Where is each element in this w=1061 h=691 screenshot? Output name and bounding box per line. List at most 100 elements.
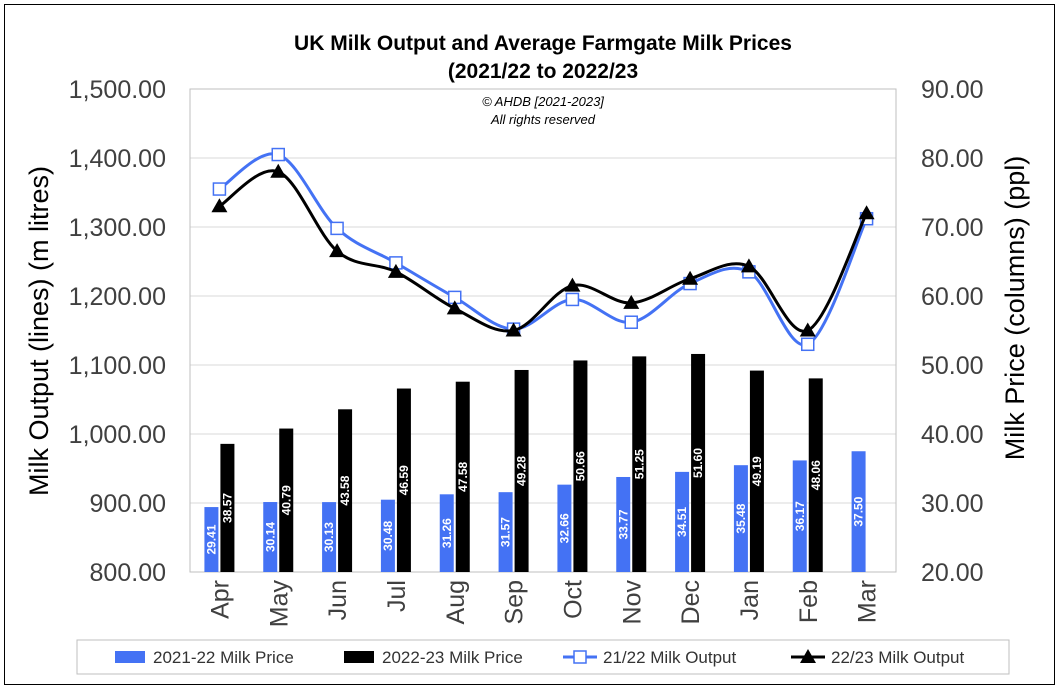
line-marker <box>330 221 344 236</box>
bar-data-label: 47.58 <box>456 462 470 492</box>
x-tick-label: Aug <box>442 580 470 624</box>
bar <box>338 409 353 572</box>
y-axis-right-label: Milk Price (columns) (ppl) <box>1000 156 1030 461</box>
lines-layer <box>211 147 875 352</box>
chart-title: UK Milk Output and Average Farmgate Milk… <box>294 32 792 55</box>
legend: 2021-22 Milk Price 2022-23 Milk Price 21/2… <box>115 648 965 667</box>
line-marker <box>271 147 285 162</box>
bar <box>749 370 764 572</box>
bar <box>808 378 823 572</box>
y-left-tick-label: 1,200.00 <box>69 283 166 311</box>
gridlines <box>190 157 896 504</box>
x-tick-label: Mar <box>854 580 882 623</box>
line-marker <box>799 322 816 337</box>
line-marker <box>212 182 227 196</box>
line-marker <box>801 337 815 352</box>
bar-data-label: 43.58 <box>338 475 352 505</box>
y-right-tick-label: 80.00 <box>921 145 984 173</box>
ticks-layer: 800.00 900.00 1,000.00 1,100.00 1,200.00 1,30… <box>69 76 984 627</box>
bar <box>632 356 647 572</box>
bar <box>675 471 690 572</box>
legend-label: 21/22 Milk Output <box>603 648 737 667</box>
bar-data-label: 32.66 <box>557 513 571 543</box>
bar-data-label: 51.25 <box>632 449 646 479</box>
line-marker <box>446 300 463 315</box>
x-tick-label: Sep <box>501 580 529 624</box>
bar <box>733 465 748 572</box>
y-right-tick-label: 40.00 <box>921 421 984 449</box>
rights-note: All rights reserved <box>490 112 596 127</box>
bar-data-label: 49.19 <box>750 456 764 486</box>
bar <box>691 353 706 572</box>
y-left-tick-label: 900.00 <box>90 490 166 518</box>
bar-data-label: 48.06 <box>809 460 823 490</box>
line-marker <box>211 198 228 213</box>
legend-box <box>76 639 1010 675</box>
x-tick-label: Dec <box>677 580 705 624</box>
x-tick-label: Jan <box>736 580 764 620</box>
line-marker <box>387 263 404 278</box>
bar-data-label: 38.57 <box>220 493 234 523</box>
bar-data-label: 36.17 <box>793 501 807 531</box>
y-right-tick-label: 20.00 <box>921 559 984 587</box>
y-left-tick-label: 800.00 <box>90 559 166 587</box>
y-left-tick-label: 1,000.00 <box>69 421 166 449</box>
line-marker <box>565 292 580 307</box>
bar <box>573 360 588 572</box>
bar-data-label: 33.77 <box>616 509 630 539</box>
x-tick-label: Apr <box>206 580 234 619</box>
series-line <box>218 169 868 333</box>
line-marker <box>329 243 346 258</box>
bar-data-label: 30.13 <box>322 522 336 552</box>
bar <box>396 388 411 572</box>
bar-data-label: 30.14 <box>263 522 277 552</box>
bar <box>439 494 454 572</box>
bar-data-label: 31.26 <box>440 518 454 548</box>
x-tick-label: Jun <box>324 580 352 620</box>
x-tick-label: Feb <box>795 580 823 623</box>
x-tick-label: Oct <box>559 580 587 619</box>
line-marker <box>624 315 638 329</box>
chart-subtitle: (2021/22 to 2022/23 <box>448 60 638 83</box>
bar <box>792 460 807 572</box>
legend-label: 2022-23 Milk Price <box>382 648 523 667</box>
bar <box>455 381 470 572</box>
line-marker <box>505 322 522 337</box>
bar <box>514 369 529 572</box>
bar <box>498 492 513 572</box>
bar-data-label: 29.41 <box>204 524 218 554</box>
bars-layer: 29.41 30.14 30.13 30.48 31.26 31.57 32.66 33.77… <box>204 353 866 572</box>
line-marker <box>740 258 757 273</box>
series-line <box>218 152 868 347</box>
legend-label: 22/23 Milk Output <box>831 648 965 667</box>
x-tick-label: Jul <box>383 580 411 612</box>
line-marker <box>573 650 587 664</box>
legend-swatch <box>344 651 374 663</box>
y-right-tick-label: 30.00 <box>921 490 984 518</box>
copyright-note: © AHDB [2021-2023] <box>482 94 604 109</box>
line-marker <box>564 277 581 292</box>
bar-data-label: 37.50 <box>852 496 866 526</box>
y-right-tick-label: 90.00 <box>921 76 984 104</box>
legend-swatch <box>115 651 145 663</box>
y-left-tick-label: 1,100.00 <box>69 352 166 380</box>
bar-data-label: 46.59 <box>397 465 411 495</box>
bar-data-label: 35.48 <box>734 503 748 533</box>
y-left-tick-label: 1,300.00 <box>69 214 166 242</box>
bar-data-label: 34.51 <box>675 507 689 537</box>
y-axis-left-label: Milk Output (lines) (m litres) <box>24 166 54 496</box>
y-left-tick-label: 1,500.00 <box>69 76 166 104</box>
y-right-tick-label: 70.00 <box>921 214 984 242</box>
y-left-tick-label: 1,400.00 <box>69 145 166 173</box>
bar <box>279 428 294 572</box>
line-marker <box>858 205 875 220</box>
line-marker <box>800 649 816 663</box>
legend-label: 2021-22 Milk Price <box>153 648 294 667</box>
x-tick-label: Nov <box>618 580 646 625</box>
line-marker <box>682 270 699 285</box>
bar-data-label: 50.66 <box>573 451 587 481</box>
bar <box>557 484 572 572</box>
bar <box>204 507 219 572</box>
y-right-tick-label: 60.00 <box>921 283 984 311</box>
